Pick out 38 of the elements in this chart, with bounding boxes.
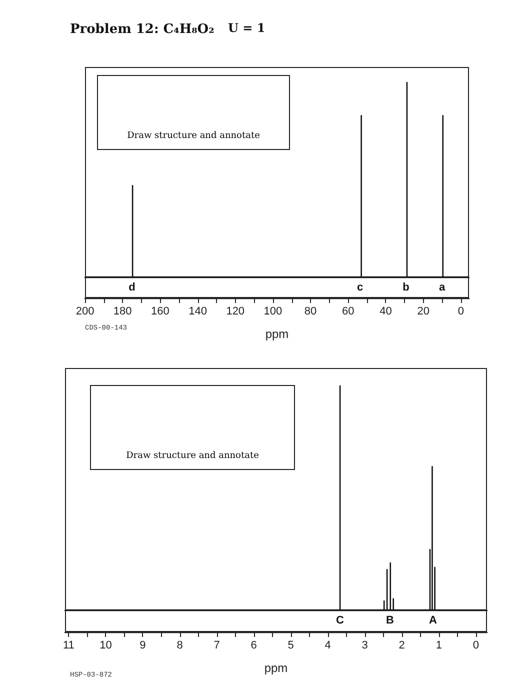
x-tick-label: 3 <box>362 640 368 652</box>
x-tick-label: 5 <box>288 640 294 652</box>
text: B <box>386 614 394 626</box>
x-tick-label: 140 <box>188 306 207 318</box>
x-tick-label: 60 <box>342 306 354 318</box>
chart-title: Problem 12: C₄H₈O₂ <box>70 22 214 37</box>
text: A <box>429 614 438 626</box>
x-tick-label: 40 <box>380 306 392 318</box>
x-tick-label: 80 <box>304 306 317 318</box>
x-tick-label: 7 <box>214 640 220 652</box>
x-tick-label: 2 <box>398 640 405 652</box>
x-tick-label: 1 <box>436 640 442 652</box>
answer-box: Draw structure and annotate <box>90 385 295 470</box>
x-tick-label: 20 <box>417 306 430 318</box>
x-tick-label: 0 <box>472 640 479 652</box>
x-tick-label: 9 <box>140 640 146 652</box>
x-tick-label: 4 <box>324 640 331 652</box>
text: a <box>438 282 446 294</box>
x-tick-label: 0 <box>458 306 464 318</box>
text: C <box>336 614 344 626</box>
x-tick-label: 10 <box>100 640 112 652</box>
annotation: Draw structure and annotate <box>125 451 260 461</box>
text: d <box>128 282 136 294</box>
annotation: Draw structure and annotate <box>126 131 261 141</box>
x-tick-label: 8 <box>176 640 183 652</box>
text: U = 1 <box>228 21 266 35</box>
x-tick-label: 6 <box>250 640 257 652</box>
x-tick-label: 120 <box>226 306 245 318</box>
x-tick-label: 11 <box>62 640 74 652</box>
x-tick-label: 160 <box>151 306 170 318</box>
text: c <box>356 282 364 294</box>
x-axis-title: ppm <box>265 327 289 341</box>
x-tick-label: 200 <box>76 306 94 318</box>
x-tick-label: 180 <box>113 306 132 318</box>
x-tick-label: 100 <box>264 306 282 318</box>
answer-box: Draw structure and annotate <box>97 75 290 150</box>
text: b <box>402 282 410 294</box>
x-axis-title: ppm <box>264 661 288 675</box>
